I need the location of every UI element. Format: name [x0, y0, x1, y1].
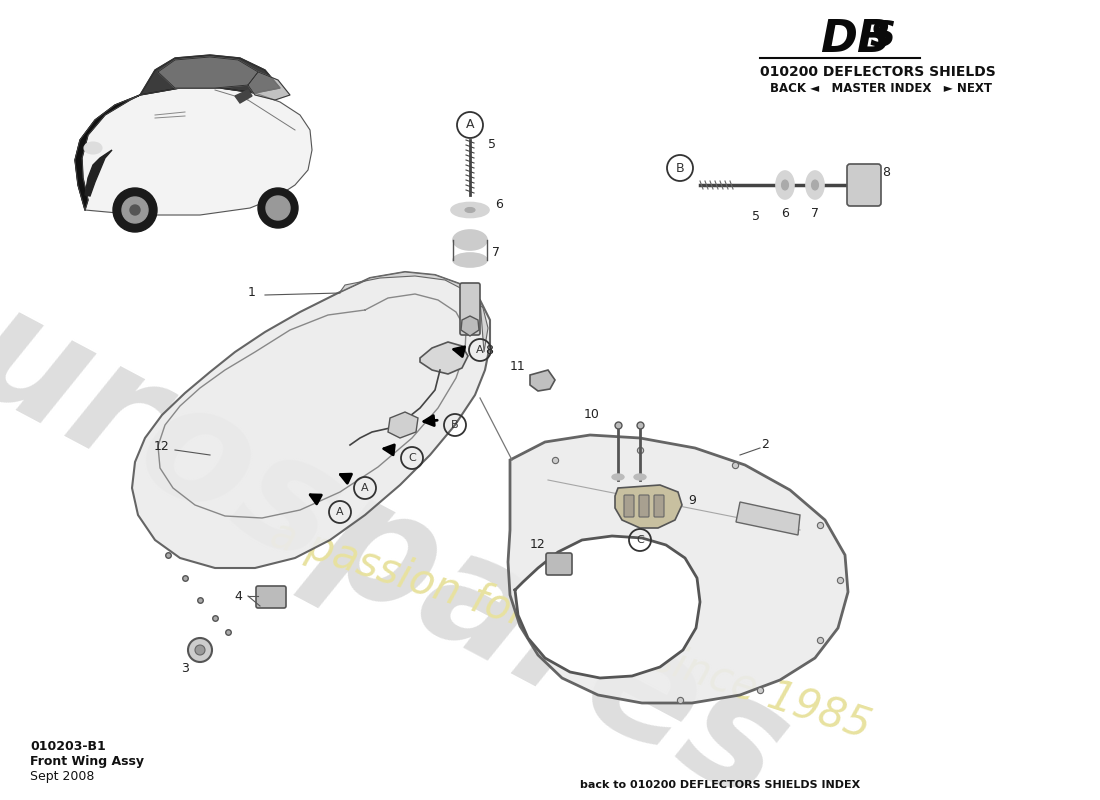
Text: 8: 8: [882, 166, 890, 179]
Text: 5: 5: [488, 138, 496, 151]
Text: 10: 10: [584, 409, 600, 422]
Text: 7: 7: [811, 207, 819, 220]
FancyBboxPatch shape: [256, 586, 286, 608]
Ellipse shape: [634, 474, 646, 480]
Text: 8: 8: [485, 343, 493, 357]
Text: A: A: [361, 483, 368, 493]
Ellipse shape: [781, 180, 789, 190]
Text: 9: 9: [688, 494, 696, 506]
Text: DB: DB: [820, 18, 891, 61]
Text: 3: 3: [182, 662, 189, 674]
Polygon shape: [75, 95, 140, 210]
Text: A: A: [476, 345, 484, 355]
Text: Sept 2008: Sept 2008: [30, 770, 95, 783]
Text: 6: 6: [781, 207, 789, 220]
Polygon shape: [461, 316, 478, 336]
Circle shape: [195, 645, 205, 655]
Text: eurospares: eurospares: [0, 225, 812, 800]
Polygon shape: [85, 150, 112, 196]
Ellipse shape: [812, 180, 818, 190]
Ellipse shape: [453, 230, 487, 250]
Text: 12: 12: [530, 538, 546, 551]
Text: 010200 DEFLECTORS SHIELDS: 010200 DEFLECTORS SHIELDS: [760, 65, 996, 79]
Polygon shape: [75, 88, 312, 215]
Polygon shape: [140, 55, 280, 95]
Polygon shape: [508, 435, 848, 703]
Polygon shape: [235, 90, 252, 103]
Text: back to 010200 DEFLECTORS SHIELDS INDEX: back to 010200 DEFLECTORS SHIELDS INDEX: [580, 780, 860, 790]
Polygon shape: [158, 57, 258, 88]
Circle shape: [113, 188, 157, 232]
Text: 2: 2: [761, 438, 769, 451]
Circle shape: [122, 197, 149, 223]
Text: 11: 11: [509, 361, 525, 374]
Ellipse shape: [806, 171, 824, 199]
Text: B: B: [451, 420, 459, 430]
Polygon shape: [340, 272, 488, 352]
Text: A: A: [337, 507, 344, 517]
Circle shape: [266, 196, 290, 220]
FancyBboxPatch shape: [546, 553, 572, 575]
Polygon shape: [132, 272, 490, 568]
Text: 6: 6: [495, 198, 503, 211]
Ellipse shape: [451, 202, 490, 218]
Polygon shape: [615, 485, 682, 528]
Text: 5: 5: [752, 210, 760, 223]
Ellipse shape: [612, 474, 624, 480]
Text: Front Wing Assy: Front Wing Assy: [30, 755, 144, 768]
FancyBboxPatch shape: [460, 283, 480, 335]
FancyBboxPatch shape: [639, 495, 649, 517]
Text: 12: 12: [154, 441, 169, 454]
Text: S: S: [869, 18, 895, 52]
Polygon shape: [248, 72, 290, 100]
Text: 1: 1: [249, 286, 256, 299]
Text: a passion for parts since 1985: a passion for parts since 1985: [264, 513, 876, 747]
FancyBboxPatch shape: [624, 495, 634, 517]
Text: 010203-B1: 010203-B1: [30, 740, 106, 753]
Polygon shape: [420, 342, 468, 374]
Ellipse shape: [776, 171, 794, 199]
Ellipse shape: [453, 253, 487, 267]
FancyBboxPatch shape: [654, 495, 664, 517]
Text: B: B: [675, 162, 684, 174]
Circle shape: [188, 638, 212, 662]
FancyBboxPatch shape: [847, 164, 881, 206]
Text: C: C: [636, 535, 644, 545]
Text: BACK ◄   MASTER INDEX   ► NEXT: BACK ◄ MASTER INDEX ► NEXT: [770, 82, 992, 95]
Circle shape: [130, 205, 140, 215]
Text: A: A: [465, 118, 474, 131]
Ellipse shape: [465, 207, 475, 213]
Polygon shape: [736, 502, 800, 535]
Circle shape: [258, 188, 298, 228]
Text: C: C: [408, 453, 416, 463]
Text: 4: 4: [234, 590, 242, 602]
Polygon shape: [530, 370, 556, 391]
Text: 7: 7: [492, 246, 500, 258]
Polygon shape: [388, 412, 418, 438]
Ellipse shape: [84, 142, 102, 154]
Polygon shape: [515, 536, 700, 678]
